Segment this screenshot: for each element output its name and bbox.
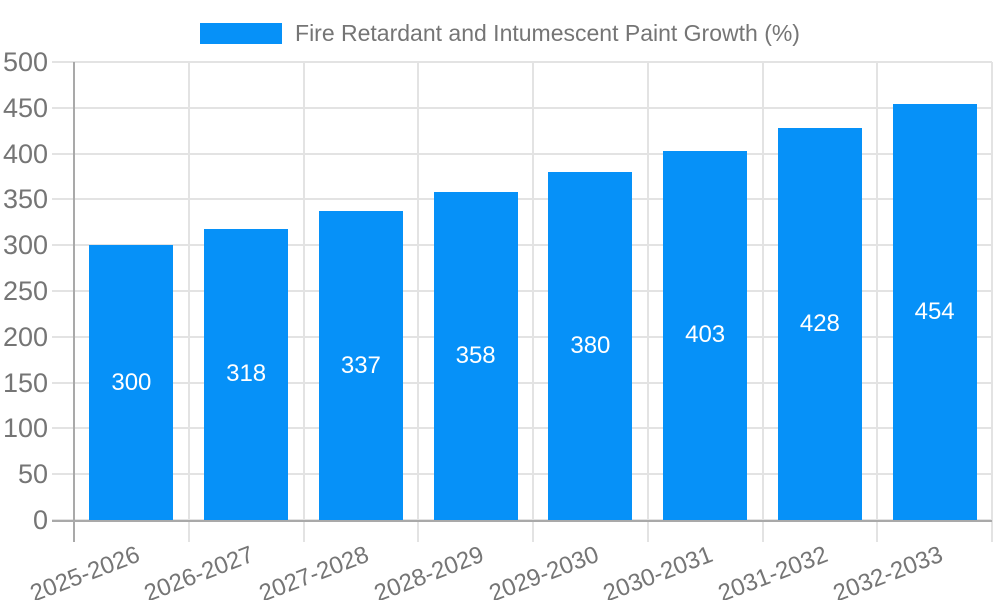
legend-color-swatch <box>200 22 283 44</box>
y-axis-tick-label: 200 <box>2 321 48 352</box>
y-axis-line <box>73 62 75 542</box>
x-gridline <box>761 62 764 542</box>
bar-2025-2026: 300 <box>89 245 174 520</box>
y-axis-tick-label: 300 <box>2 230 48 261</box>
bar-2026-2027: 318 <box>204 228 289 520</box>
legend[interactable]: Fire Retardant and Intumescent Paint Gro… <box>0 20 1000 46</box>
x-gridline <box>417 62 420 542</box>
y-axis-tick-label: 500 <box>2 47 48 77</box>
x-gridline <box>532 62 534 542</box>
y-axis-tick-label: 150 <box>2 367 48 398</box>
bar-value-label: 358 <box>455 342 496 370</box>
y-gridline <box>52 473 992 476</box>
y-axis-tick-label: 50 <box>17 459 48 490</box>
y-axis-tick-label: 400 <box>2 138 48 169</box>
bar-2032-2033: 454 <box>892 104 977 520</box>
y-gridline <box>52 335 992 338</box>
bar-2029-2030: 380 <box>548 171 633 520</box>
y-gridline <box>52 152 992 155</box>
y-gridline <box>52 427 992 430</box>
bar-2030-2031: 403 <box>663 150 748 520</box>
x-gridline <box>646 62 649 542</box>
y-axis-tick-label: 450 <box>2 92 48 123</box>
x-axis-tick-label: 2031-2032 <box>714 541 832 600</box>
x-axis-tick-label: 2029-2030 <box>485 541 603 600</box>
x-axis-tick-label: 2032-2033 <box>829 541 947 600</box>
x-axis-tick-label: 2028-2029 <box>370 541 488 600</box>
y-axis-tick-label: 350 <box>2 184 48 215</box>
legend-label: Fire Retardant and Intumescent Paint Gro… <box>295 20 800 46</box>
bar-2031-2032: 428 <box>777 127 862 520</box>
x-axis-tick-label: 2025-2026 <box>26 541 144 600</box>
y-gridline <box>52 290 992 292</box>
x-axis-tick-label: 2026-2027 <box>140 541 258 600</box>
bar-value-label: 318 <box>226 360 267 388</box>
bar-2028-2029: 358 <box>433 192 518 520</box>
bar-value-label: 454 <box>914 298 955 326</box>
y-gridline <box>52 381 992 384</box>
y-axis-tick-label: 100 <box>2 413 48 444</box>
x-gridline <box>302 62 305 542</box>
x-axis-tick-label: 2030-2031 <box>599 541 717 600</box>
y-gridline <box>52 61 992 63</box>
y-axis-tick-label: 250 <box>2 276 48 306</box>
x-gridline <box>187 62 190 542</box>
bar-value-label: 337 <box>340 351 381 379</box>
bar-2027-2028: 337 <box>318 211 403 520</box>
x-axis-tick-label: 2027-2028 <box>255 541 373 600</box>
bar-value-label: 428 <box>799 309 840 337</box>
x-gridline <box>991 62 993 542</box>
x-gridline <box>876 62 879 542</box>
y-gridline <box>52 198 992 201</box>
bar-value-label: 300 <box>111 368 152 396</box>
bar-value-label: 403 <box>685 321 726 349</box>
y-gridline <box>52 244 992 247</box>
y-gridline <box>52 106 992 109</box>
bar-value-label: 380 <box>570 331 611 359</box>
y-axis-tick-label: 0 <box>32 505 48 535</box>
x-axis-line <box>52 520 992 522</box>
